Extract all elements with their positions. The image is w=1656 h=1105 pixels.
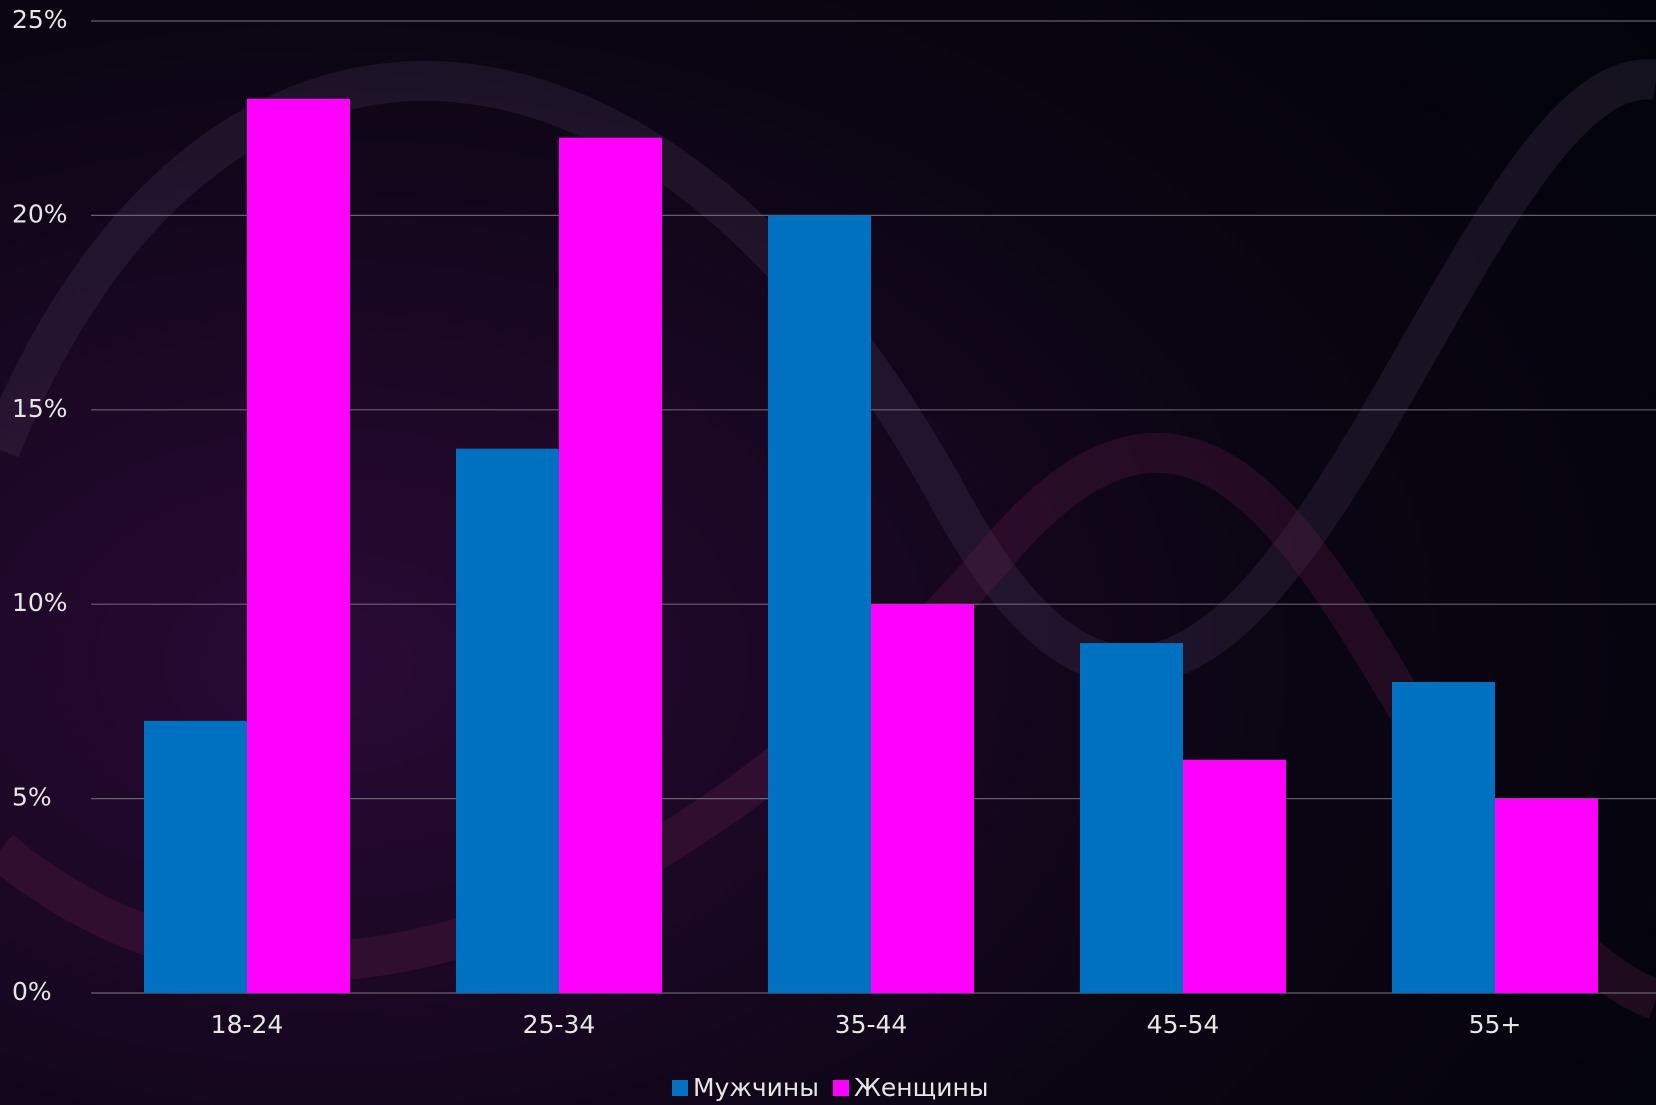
x-tick-label: 25-34 bbox=[523, 1010, 596, 1039]
legend-label: Мужчины bbox=[693, 1073, 819, 1102]
bar bbox=[559, 137, 662, 993]
y-tick-label: 10% bbox=[12, 588, 68, 617]
y-tick-label: 20% bbox=[12, 199, 68, 228]
bar bbox=[1495, 798, 1598, 993]
y-tick-label: 0% bbox=[12, 977, 52, 1006]
legend-swatch bbox=[833, 1080, 849, 1096]
bar bbox=[1080, 643, 1183, 993]
legend-label: Женщины bbox=[854, 1073, 989, 1102]
x-tick-label: 18-24 bbox=[211, 1010, 284, 1039]
bar bbox=[247, 98, 350, 993]
bar bbox=[871, 604, 974, 993]
y-tick-label: 15% bbox=[12, 394, 68, 423]
x-tick-label: 45-54 bbox=[1147, 1010, 1220, 1039]
x-tick-label: 35-44 bbox=[835, 1010, 908, 1039]
y-tick-label: 25% bbox=[12, 5, 68, 34]
bar bbox=[1183, 759, 1286, 993]
bar bbox=[1392, 681, 1495, 993]
x-tick-label: 55+ bbox=[1469, 1010, 1522, 1039]
bar bbox=[768, 215, 871, 993]
y-tick-label: 5% bbox=[12, 783, 52, 812]
legend-swatch bbox=[672, 1080, 688, 1096]
bar bbox=[456, 448, 559, 993]
bar bbox=[144, 720, 247, 993]
